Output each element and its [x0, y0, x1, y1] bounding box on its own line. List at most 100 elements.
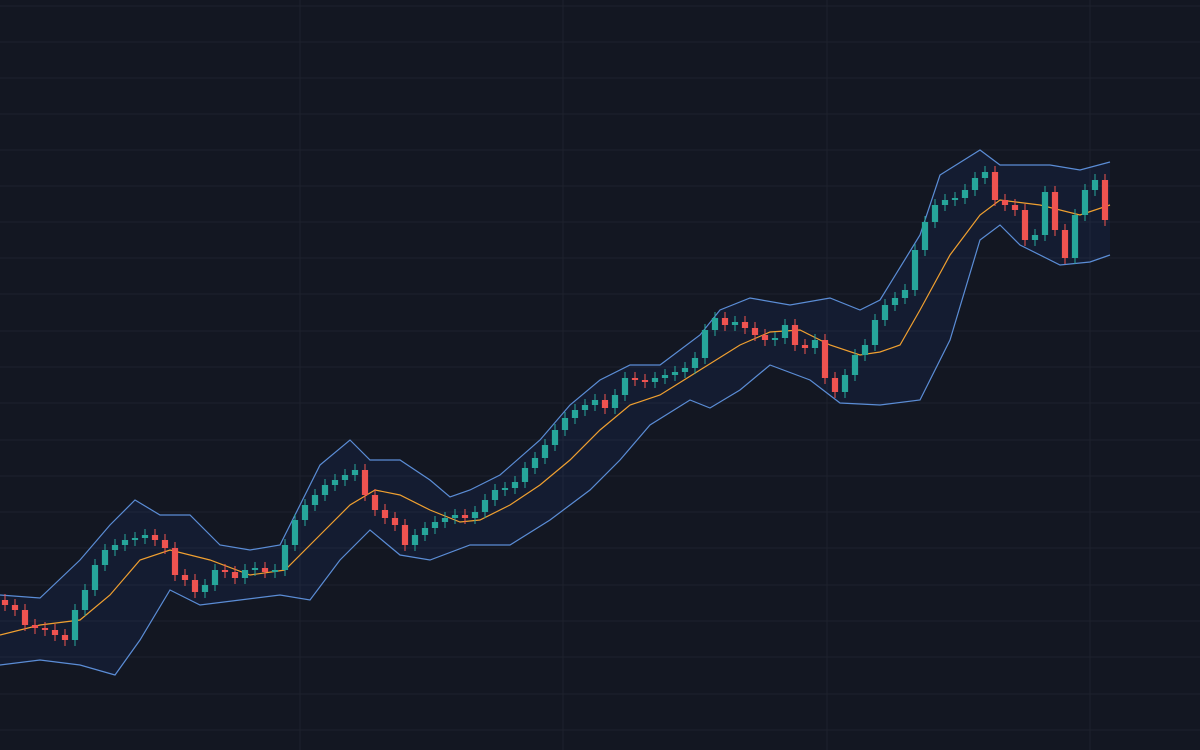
candle-body	[441, 518, 449, 522]
candle-body	[581, 405, 589, 410]
candle-body	[861, 345, 869, 355]
candle-body	[261, 568, 269, 572]
candle-body	[941, 200, 949, 205]
candle-body	[471, 512, 479, 518]
candle-body	[721, 318, 729, 325]
candle-body	[651, 378, 659, 382]
candle-body	[271, 570, 279, 572]
candle-body	[1, 600, 9, 605]
candle-body	[961, 190, 969, 198]
candle-body	[661, 375, 669, 378]
candle-body	[511, 482, 519, 488]
candle-body	[771, 338, 779, 340]
candle-body	[141, 535, 149, 538]
candle-body	[551, 430, 559, 445]
candle-body	[1021, 210, 1029, 240]
candle-body	[831, 378, 839, 392]
candle-body	[251, 568, 259, 570]
candle-body	[711, 318, 719, 330]
candle-body	[891, 298, 899, 305]
candle-body	[21, 610, 29, 625]
candle-body	[601, 400, 609, 408]
candle-body	[1011, 205, 1019, 210]
band-line	[0, 149, 1111, 599]
candle-body	[731, 322, 739, 325]
candle-body	[591, 400, 599, 405]
candle-body	[641, 380, 649, 382]
candle-body	[1051, 192, 1059, 230]
candle-body	[181, 575, 189, 580]
candle-body	[631, 378, 639, 380]
candle-body	[11, 605, 19, 610]
candle-body	[541, 445, 549, 458]
candle-body	[1061, 230, 1069, 258]
candle-body	[131, 538, 139, 540]
candle-body	[981, 172, 989, 178]
candle-body	[1001, 200, 1009, 205]
candle-body	[331, 480, 339, 485]
candle-body	[611, 395, 619, 408]
candle-body	[1081, 190, 1089, 215]
candle-body	[761, 335, 769, 340]
candle-body	[741, 322, 749, 328]
candle-body	[521, 468, 529, 482]
candle-body	[571, 410, 579, 418]
candle-body	[701, 330, 709, 358]
candle-body	[151, 535, 159, 540]
candle-body	[911, 250, 919, 290]
candle-body	[191, 580, 199, 592]
candle-body	[321, 485, 329, 495]
candle-body	[881, 305, 889, 320]
candle-body	[361, 470, 369, 495]
candle-body	[461, 515, 469, 518]
candle-body	[1071, 215, 1079, 258]
candle-body	[201, 585, 209, 592]
candle-body	[821, 340, 829, 378]
candle-body	[681, 368, 689, 372]
candle-body	[1041, 192, 1049, 235]
candle-body	[781, 325, 789, 338]
candle-body	[401, 525, 409, 545]
candle-body	[921, 222, 929, 250]
candle-body	[301, 505, 309, 520]
candle-body	[561, 418, 569, 430]
candle-body	[931, 205, 939, 222]
candle-body	[421, 528, 429, 535]
candle-body	[381, 510, 389, 518]
candle-body	[51, 630, 59, 635]
candle-body	[231, 572, 239, 578]
candle-body	[411, 535, 419, 545]
candle-body	[351, 470, 359, 475]
candle-body	[311, 495, 319, 505]
candle-body	[111, 545, 119, 550]
candle-body	[501, 488, 509, 490]
candle-body	[101, 550, 109, 565]
candle-body	[171, 548, 179, 575]
candle-body	[451, 515, 459, 518]
candle-body	[341, 475, 349, 480]
candle-body	[871, 320, 879, 345]
candle-body	[971, 178, 979, 190]
band-line	[0, 224, 1111, 676]
candle-body	[481, 500, 489, 512]
candle-body	[751, 328, 759, 335]
band-line	[0, 199, 1111, 636]
candle-body	[1091, 180, 1099, 190]
candle-body	[841, 375, 849, 392]
candle-body	[161, 540, 169, 548]
candle-body	[211, 570, 219, 585]
candle-body	[31, 625, 39, 628]
candle-body	[391, 518, 399, 525]
candle-body	[691, 358, 699, 368]
band-fill	[0, 150, 1110, 675]
candle-body	[801, 345, 809, 348]
candle-body	[791, 325, 799, 345]
candle-body	[491, 490, 499, 500]
candle-body	[281, 545, 289, 570]
candle-body	[951, 198, 959, 200]
candle-body	[291, 520, 299, 545]
candle-body	[901, 290, 909, 298]
candle-body	[241, 570, 249, 578]
candle-body	[811, 340, 819, 348]
